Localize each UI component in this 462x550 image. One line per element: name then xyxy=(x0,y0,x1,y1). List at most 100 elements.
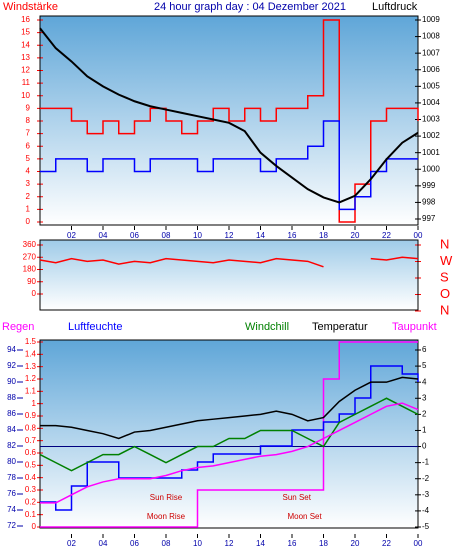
y2-tick-label: O xyxy=(440,286,450,301)
y2-tick-label: 1004 xyxy=(422,98,440,107)
x-tick-label: 16 xyxy=(288,539,297,548)
series-line xyxy=(40,376,419,440)
y2-tick-label: 997 xyxy=(422,214,436,223)
y3-tick-label: 0.5 xyxy=(25,460,37,469)
y-tick-label: 1 xyxy=(26,204,31,213)
y-tick-label: 84 xyxy=(7,425,16,434)
x-tick-label: 00 xyxy=(414,231,423,240)
plot-frame xyxy=(39,339,419,529)
y3-tick-label: 0.8 xyxy=(25,423,37,432)
series-line xyxy=(40,120,418,211)
series-line xyxy=(40,365,419,511)
x-tick-label: 14 xyxy=(256,539,265,548)
y3-tick-label: 0 xyxy=(32,522,37,531)
annotation: Moon Set xyxy=(287,512,322,521)
y-tick-label: 94 xyxy=(7,345,16,354)
x-tick-label: 02 xyxy=(67,231,76,240)
y2-tick-label: S xyxy=(440,269,449,284)
series-line xyxy=(40,341,418,528)
x-tick-label: 12 xyxy=(225,539,234,548)
y2-axis-label: Luftdruck xyxy=(372,1,418,13)
y-tick-label: 0 xyxy=(32,289,37,298)
y2-tick-label: 0 xyxy=(422,442,427,451)
x-tick-label: 06 xyxy=(130,231,139,240)
x-tick-label: 20 xyxy=(351,539,360,548)
x-tick-label: 10 xyxy=(193,231,202,240)
x-tick-label: 14 xyxy=(256,231,265,240)
y2-tick-label: 1007 xyxy=(422,48,440,57)
chart-title: 24 hour graph day : 04 Dezember 2021 xyxy=(154,1,346,13)
y2-tick-label: 1001 xyxy=(422,148,440,157)
x-tick-label: 08 xyxy=(162,539,171,548)
y-tick-label: 5 xyxy=(26,154,31,163)
y2-tick-label: 3 xyxy=(422,393,427,402)
y3-tick-label: 1.4 xyxy=(25,349,37,358)
y-axis-label: Windstärke xyxy=(3,1,58,13)
x-tick-label: 06 xyxy=(130,539,139,548)
panel-bg xyxy=(40,340,418,528)
y-tick-label: 2 xyxy=(26,192,31,201)
legend-luftfeuchte: Luftfeuchte xyxy=(68,321,122,333)
x-tick-label: 04 xyxy=(99,231,108,240)
y2-tick-label: 1005 xyxy=(422,81,440,90)
y2-tick-label: -1 xyxy=(422,458,430,467)
y2-tick-label: -5 xyxy=(422,522,430,531)
x-tick-label: 08 xyxy=(162,231,171,240)
series-line xyxy=(40,402,419,504)
y-tick-label: 78 xyxy=(7,473,16,482)
y-tick-label: 4 xyxy=(26,167,31,176)
y-tick-label: 0 xyxy=(26,217,31,226)
x-tick-label: 18 xyxy=(319,539,328,548)
x-tick-label: 10 xyxy=(193,539,202,548)
y-tick-label: 10 xyxy=(21,91,30,100)
y2-tick-label: 998 xyxy=(422,198,436,207)
y-tick-label: 76 xyxy=(7,489,16,498)
x-tick-label: 22 xyxy=(382,539,391,548)
x-tick-label: 00 xyxy=(414,539,423,548)
y3-tick-label: 1.5 xyxy=(25,337,37,346)
y2-tick-label: -2 xyxy=(422,474,430,483)
y3-tick-label: 0.1 xyxy=(25,510,37,519)
y-tick-label: 180 xyxy=(23,265,37,274)
y2-tick-label: 1006 xyxy=(422,65,440,74)
y-tick-label: 72 xyxy=(7,521,16,530)
legend-taupunkt: Taupunkt xyxy=(392,321,437,333)
y-tick-label: 270 xyxy=(23,252,37,261)
y-tick-label: 15 xyxy=(21,28,30,37)
x-tick-label: 16 xyxy=(288,231,297,240)
legend-temperatur: Temperatur xyxy=(312,321,368,333)
y-tick-label: 90 xyxy=(7,377,16,386)
y2-tick-label: N xyxy=(440,236,449,251)
y2-tick-label: 2 xyxy=(422,409,427,418)
y-tick-label: 11 xyxy=(22,78,31,87)
plot-frame xyxy=(39,239,419,311)
y3-tick-label: 0.7 xyxy=(25,436,37,445)
y-tick-label: 12 xyxy=(21,66,30,75)
x-tick-label: 22 xyxy=(382,231,391,240)
y3-tick-label: 0.2 xyxy=(25,497,37,506)
y3-tick-label: 1 xyxy=(32,399,37,408)
y-tick-label: 86 xyxy=(7,409,16,418)
x-tick-label: 20 xyxy=(351,231,360,240)
y2-tick-label: 4 xyxy=(422,377,427,386)
y-tick-label: 80 xyxy=(7,457,16,466)
y2-tick-label: N xyxy=(440,302,449,317)
y3-tick-label: 1.3 xyxy=(25,362,37,371)
x-tick-label: 02 xyxy=(67,539,76,548)
panel-bg xyxy=(40,240,418,310)
y-tick-label: 8 xyxy=(26,116,31,125)
series-line xyxy=(39,397,419,472)
y-tick-label: 13 xyxy=(21,53,30,62)
y2-tick-label: 5 xyxy=(422,361,427,370)
x-tick-label: 12 xyxy=(225,231,234,240)
annotation: Sun Rise xyxy=(150,493,183,502)
y2-tick-label: 1008 xyxy=(422,32,440,41)
y-tick-label: 9 xyxy=(26,103,31,112)
y3-tick-label: 1.1 xyxy=(25,386,37,395)
y3-tick-label: 0.4 xyxy=(25,473,37,482)
series-line xyxy=(39,256,419,268)
y2-tick-label: -3 xyxy=(422,490,430,499)
y3-tick-label: 1.2 xyxy=(25,374,37,383)
y2-tick-label: -4 xyxy=(422,506,430,515)
